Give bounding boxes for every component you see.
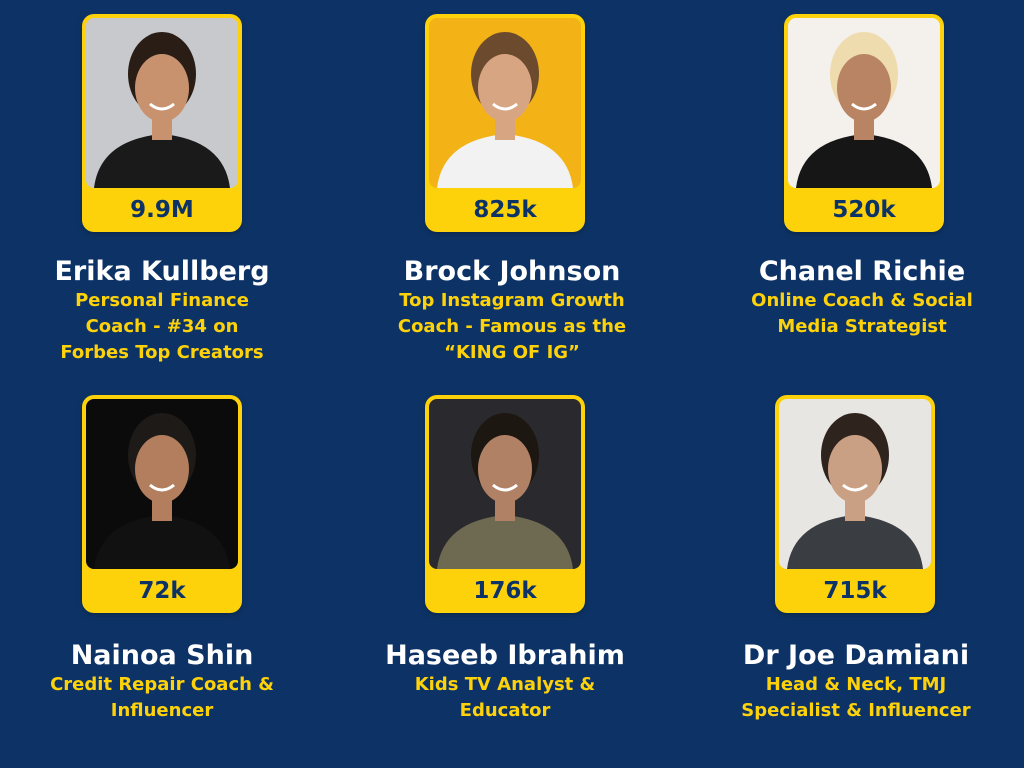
follower-count: 9.9M	[130, 197, 194, 223]
person-role: Head & Neck, TMJ Specialist & Influencer	[741, 674, 971, 721]
profile-photo	[788, 18, 940, 188]
person-name: Chanel Richie	[758, 256, 966, 287]
profile-info-nainoa: Nainoa Shin Credit Repair Coach & Influe…	[2, 640, 322, 724]
portrait-image	[86, 399, 238, 569]
profile-info-erika: Erika Kullberg Personal Finance Coach - …	[2, 256, 322, 366]
portrait-image	[779, 399, 931, 569]
profile-photo	[429, 399, 581, 569]
follower-count: 520k	[832, 197, 896, 223]
portrait-image	[788, 18, 940, 188]
profile-card-brock: 825k	[425, 14, 585, 232]
person-name: Haseeb Ibrahim	[385, 640, 625, 671]
person-role: Personal Finance Coach - #34 on Forbes T…	[60, 290, 264, 363]
person-role: Online Coach & Social Media Strategist	[751, 290, 973, 337]
portrait-image	[86, 18, 238, 188]
profile-card-haseeb: 176k	[425, 395, 585, 613]
follower-count: 715k	[823, 578, 887, 604]
profile-info-haseeb: Haseeb Ibrahim Kids TV Analyst & Educato…	[345, 640, 665, 724]
follower-count: 176k	[473, 578, 537, 604]
profile-card-joe: 715k	[775, 395, 935, 613]
profile-card-erika: 9.9M	[82, 14, 242, 232]
profile-photo	[86, 399, 238, 569]
profile-photo	[86, 18, 238, 188]
follower-count: 72k	[138, 578, 186, 604]
person-role: Kids TV Analyst & Educator	[414, 674, 596, 721]
person-name: Nainoa Shin	[70, 640, 254, 671]
profile-info-chanel: Chanel Richie Online Coach & Social Medi…	[702, 256, 1022, 340]
profile-card-chanel: 520k	[784, 14, 944, 232]
profile-photo	[429, 18, 581, 188]
person-name: Erika Kullberg	[54, 256, 270, 287]
portrait-image	[429, 18, 581, 188]
person-role: Top Instagram Growth Coach - Famous as t…	[397, 290, 627, 363]
person-name: Brock Johnson	[403, 256, 621, 287]
person-name: Dr Joe Damiani	[742, 640, 970, 671]
profile-card-nainoa: 72k	[82, 395, 242, 613]
profile-info-joe: Dr Joe Damiani Head & Neck, TMJ Speciali…	[696, 640, 1016, 724]
follower-count: 825k	[473, 197, 537, 223]
profile-info-brock: Brock Johnson Top Instagram Growth Coach…	[352, 256, 672, 366]
person-role: Credit Repair Coach & Influencer	[50, 674, 274, 721]
portrait-image	[429, 399, 581, 569]
profile-photo	[779, 399, 931, 569]
